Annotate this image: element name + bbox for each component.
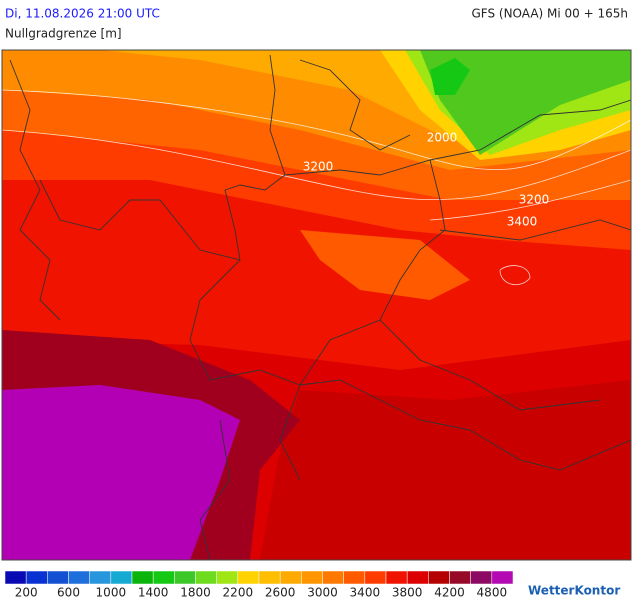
legend-label: 3800	[392, 586, 423, 600]
color-legend: 200 600 1000 1400 1800 2200 2600 3000 3400 3800 42…	[4, 570, 514, 600]
legend-label: 3000	[307, 586, 338, 600]
model-run: GFS (NOAA) Mi 00 + 165h	[471, 7, 628, 21]
legend-label: 600	[57, 586, 80, 600]
contour-label: 3200	[303, 160, 334, 174]
legend-swatch	[237, 570, 260, 585]
logo: WetterKontor	[528, 584, 620, 598]
legend-swatch	[174, 570, 196, 585]
legend-swatch	[4, 570, 27, 585]
legend-label: 2200	[223, 586, 254, 600]
legend-swatch	[406, 570, 429, 585]
parameter: Nullgradgrenze [m]	[5, 27, 122, 41]
legend-swatch	[89, 570, 112, 585]
legend-swatch	[279, 570, 302, 585]
legend-label: 2600	[265, 586, 296, 600]
legend-swatch	[470, 570, 493, 585]
legend-swatch	[322, 570, 344, 585]
legend-label: 1000	[96, 586, 127, 600]
datetime: Di, 11.08.2026 21:00 UTC	[5, 7, 160, 21]
legend-swatch	[258, 570, 281, 585]
legend-swatch	[110, 570, 133, 585]
legend-swatch	[47, 570, 69, 585]
legend-swatch	[491, 570, 514, 585]
legend-swatch	[343, 570, 366, 585]
legend-swatch	[428, 570, 450, 585]
contour-label: 2000	[427, 131, 458, 145]
contour-label: 3400	[507, 215, 538, 229]
legend-label: 4200	[434, 586, 465, 600]
legend-swatch	[216, 570, 239, 585]
legend-label: 200	[15, 586, 38, 600]
legend-swatch	[385, 570, 408, 585]
legend-swatch	[364, 570, 387, 585]
legend-swatch	[449, 570, 471, 585]
legend-swatch	[68, 570, 90, 585]
map: 2000 3200 3200 3400	[1, 49, 632, 561]
contour-label: 3200	[519, 193, 550, 207]
legend-swatch	[25, 570, 48, 585]
legend-swatch	[152, 570, 175, 585]
legend-swatch	[301, 570, 323, 585]
legend-swatch	[131, 570, 154, 585]
legend-swatch	[195, 570, 217, 585]
legend-label: 1800	[180, 586, 211, 600]
legend-label: 4800	[477, 586, 508, 600]
legend-label: 3400	[350, 586, 381, 600]
legend-label: 1400	[138, 586, 169, 600]
